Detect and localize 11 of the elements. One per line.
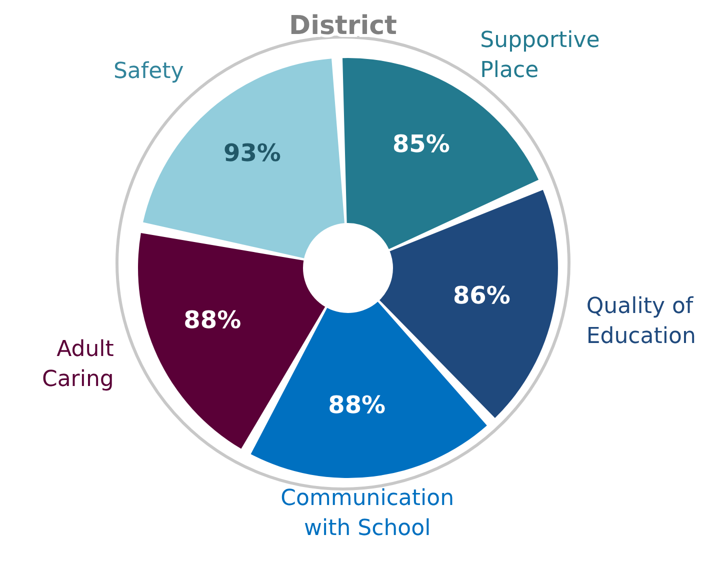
category-label: Supportive Place: [480, 28, 600, 83]
category-label: Safety: [113, 59, 184, 84]
data-label: 85%: [392, 130, 450, 158]
category-label: Adult Caring: [42, 337, 114, 392]
data-label: 88%: [328, 390, 386, 419]
category-label: Quality of Education: [586, 294, 696, 350]
text: District: [289, 11, 397, 41]
data-label: 86%: [452, 282, 510, 310]
category-label: Communication with School: [280, 486, 454, 541]
data-label: 88%: [184, 306, 242, 334]
data-label: 93%: [224, 139, 281, 168]
